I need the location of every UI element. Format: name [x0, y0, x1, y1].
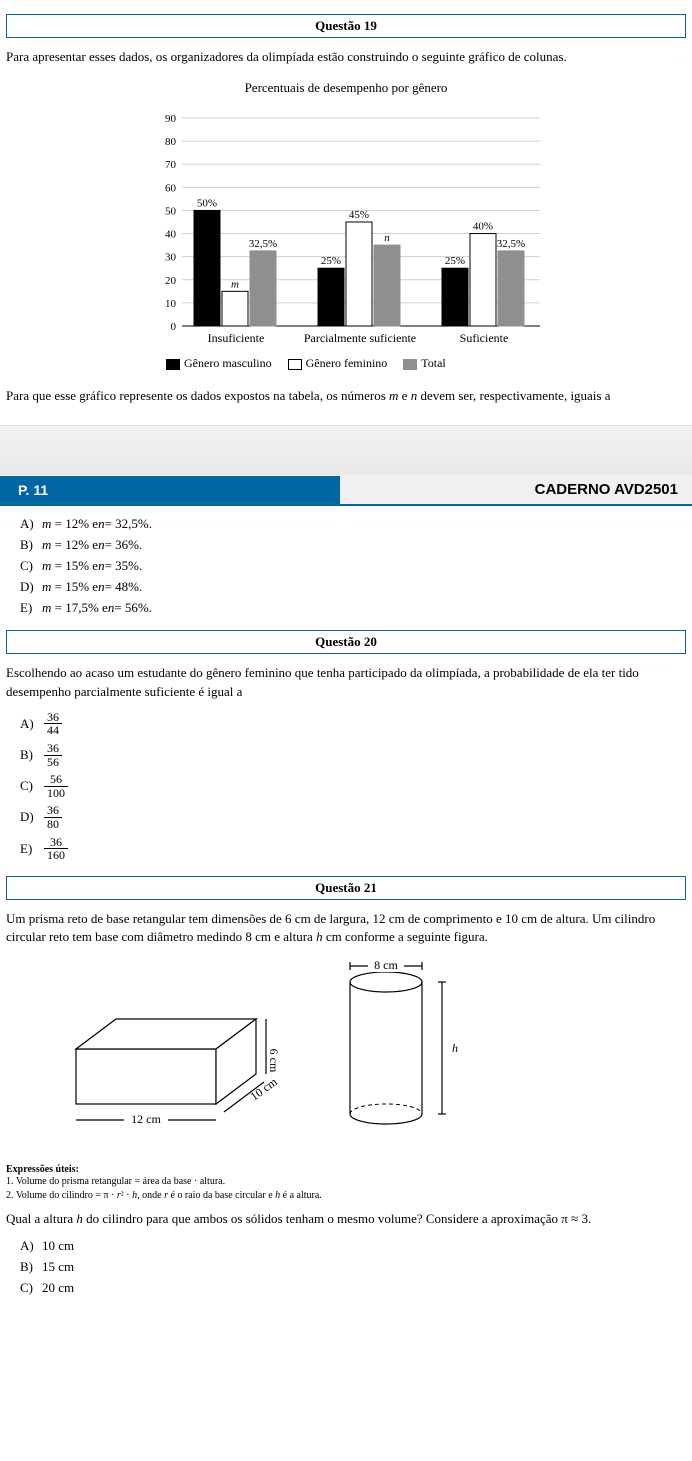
page-header: P. 11 CADERNO AVD2501 [0, 475, 692, 506]
q20-option-d[interactable]: D)3680 [20, 804, 686, 830]
q20-intro: Escolhendo ao acaso um estudante do gêne… [6, 664, 686, 700]
q19-legend: Gênero masculino Gênero feminino Total [166, 356, 686, 371]
svg-text:30: 30 [165, 252, 177, 264]
q19-option-d[interactable]: D)m = 15% e n = 48%. [20, 579, 686, 595]
q21-options: A)10 cm B)15 cm C)20 cm [20, 1238, 686, 1296]
svg-text:32,5%: 32,5% [497, 238, 525, 250]
svg-text:12 cm: 12 cm [131, 1112, 161, 1126]
page-number: P. 11 [0, 476, 340, 504]
q20-option-b[interactable]: B)3656 [20, 742, 686, 768]
svg-text:Suficiente: Suficiente [460, 331, 509, 345]
q20-option-c[interactable]: C)56100 [20, 773, 686, 799]
svg-text:25%: 25% [445, 255, 465, 267]
question-20-header: Questão 20 [6, 630, 686, 654]
legend-masc: Gênero masculino [184, 356, 272, 370]
svg-text:32,5%: 32,5% [249, 238, 277, 250]
svg-text:80: 80 [165, 136, 177, 148]
q19-chart-title: Percentuais de desempenho por gênero [6, 80, 686, 96]
svg-text:Insuficiente: Insuficiente [208, 331, 265, 345]
q19-option-c[interactable]: C)m = 15% e n = 35%. [20, 558, 686, 574]
q21-option-b[interactable]: B)15 cm [20, 1259, 686, 1275]
svg-text:45%: 45% [349, 209, 369, 221]
q21-expr-2: 2. Volume do cilindro = π · r² · h, onde… [6, 1189, 686, 1203]
legend-total: Total [421, 356, 446, 370]
caderno-label: CADERNO AVD2501 [340, 475, 692, 504]
q21-expr-1: 1. Volume do prisma retangular = área da… [6, 1175, 686, 1189]
q19-chart: 0 10 20 30 40 50 60 70 80 90 50% m 32,5% Insuficiente… [146, 108, 686, 348]
svg-text:n: n [384, 232, 390, 244]
svg-text:10: 10 [165, 298, 177, 310]
svg-text:70: 70 [165, 159, 177, 171]
svg-text:50: 50 [165, 206, 177, 218]
legend-fem: Gênero feminino [306, 356, 388, 370]
q19-intro: Para apresentar esses dados, os organiza… [6, 48, 686, 66]
question-21-header: Questão 21 [6, 876, 686, 900]
q19-after: Para que esse gráfico represente os dado… [6, 387, 686, 405]
svg-text:40%: 40% [473, 221, 493, 233]
q20-option-a[interactable]: A)3644 [20, 711, 686, 737]
q19-option-e[interactable]: E)m = 17,5% e n = 56%. [20, 600, 686, 616]
page-break [0, 425, 692, 475]
question-19-header: Questão 19 [6, 14, 686, 38]
q20-option-e[interactable]: E)36160 [20, 836, 686, 862]
q21-option-a[interactable]: A)10 cm [20, 1238, 686, 1254]
q19-option-a[interactable]: A)m = 12% e n = 32,5%. [20, 516, 686, 532]
q21-option-c[interactable]: C)20 cm [20, 1280, 686, 1296]
svg-text:Parcialmente suficiente: Parcialmente suficiente [304, 331, 416, 345]
q19-option-b[interactable]: B)m = 12% e n = 36%. [20, 537, 686, 553]
svg-text:50%: 50% [197, 198, 217, 210]
svg-text:8 cm: 8 cm [374, 958, 398, 972]
q19-options: A)m = 12% e n = 32,5%. B)m = 12% e n = 3… [20, 516, 686, 616]
q21-expr-title: Expressões úteis: [6, 1164, 686, 1175]
svg-text:60: 60 [165, 183, 177, 195]
svg-text:20: 20 [165, 275, 177, 287]
q20-options: A)3644 B)3656 C)56100 D)3680 E)36160 [20, 711, 686, 862]
svg-text:6 cm: 6 cm [267, 1049, 281, 1073]
q21-question: Qual a altura h do cilindro para que amb… [6, 1210, 686, 1228]
svg-text:25%: 25% [321, 255, 341, 267]
svg-text:0: 0 [171, 321, 177, 333]
svg-text:10 cm: 10 cm [248, 1074, 281, 1103]
svg-text:90: 90 [165, 113, 177, 125]
svg-text:h: h [452, 1041, 458, 1055]
svg-text:40: 40 [165, 229, 177, 241]
q21-figure: 12 cm12 cm10 cm6 cm8 cmh [6, 954, 686, 1154]
q21-intro: Um prisma reto de base retangular tem di… [6, 910, 686, 946]
svg-text:m: m [231, 279, 239, 291]
